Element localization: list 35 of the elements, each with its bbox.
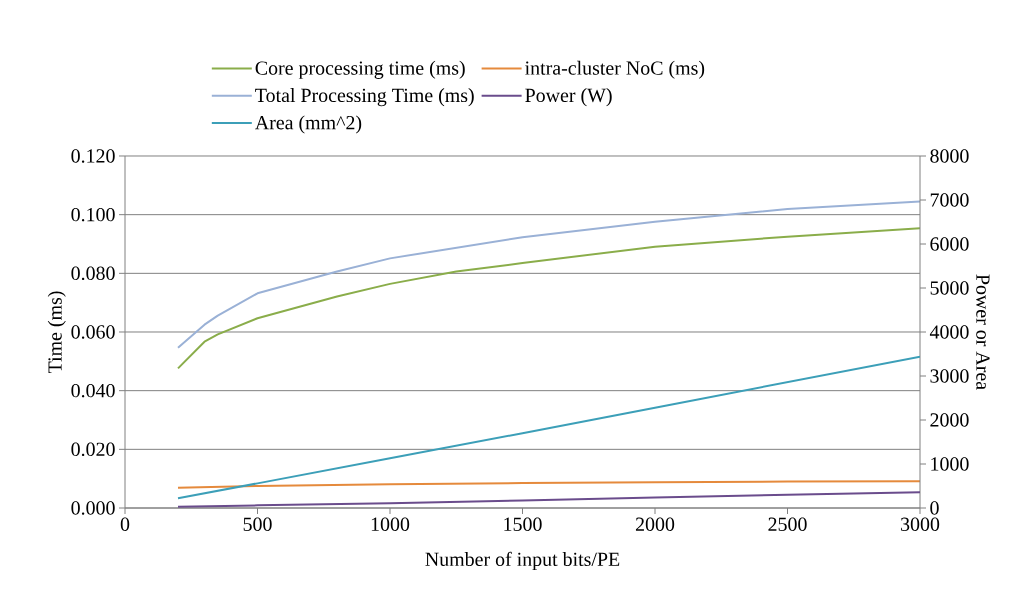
- y2-tick-label: 5000: [930, 281, 969, 295]
- x-tick-label: 1500: [504, 517, 542, 531]
- y2-tick-label: 2000: [930, 413, 969, 427]
- y-tick-label: 0.020: [71, 442, 115, 457]
- y-tick-label: 0.000: [71, 501, 115, 515]
- y-tick-label: 0.100: [71, 207, 115, 222]
- legend-label: Total Processing Time (ms): [255, 88, 474, 107]
- x-tick-label: 0: [120, 517, 130, 531]
- y-axis-title: Time (ms): [47, 291, 66, 374]
- y-tick-label: 0.060: [71, 325, 115, 339]
- line-series: [177, 491, 921, 508]
- y2-tick-label: 0: [930, 501, 939, 515]
- y-tick-label: 0.120: [71, 149, 115, 163]
- legend-label: Area (mm^2): [255, 115, 362, 134]
- legend-label: Core processing time (ms): [255, 60, 465, 79]
- y2-tick-label: 4000: [929, 325, 969, 339]
- x-tick-label: 2500: [768, 517, 807, 531]
- y-tick-label: 0.040: [71, 383, 115, 398]
- y2-tick-label: 7000: [930, 193, 969, 207]
- x-axis-title: Number of input bits/PE: [425, 551, 620, 571]
- y2-tick-label: 8000: [930, 149, 969, 163]
- x-tick-label: 2000: [635, 517, 675, 531]
- y2-tick-label: 3000: [930, 369, 969, 383]
- y-tick-label: 0.080: [71, 266, 115, 281]
- legend-label: Power (W): [525, 88, 612, 107]
- x-tick-label: 1000: [371, 517, 410, 531]
- line-series: [177, 480, 921, 489]
- line-series: [177, 227, 921, 370]
- legend-label: intra-cluster NoC (ms): [525, 60, 705, 79]
- line-series: [177, 200, 921, 349]
- x-tick-label: 3000: [901, 517, 940, 531]
- x-tick-label: 500: [243, 517, 272, 531]
- y2-axis-title: Power or Area: [976, 274, 990, 390]
- y2-tick-label: 1000: [931, 457, 969, 471]
- y2-tick-label: 6000: [930, 237, 969, 251]
